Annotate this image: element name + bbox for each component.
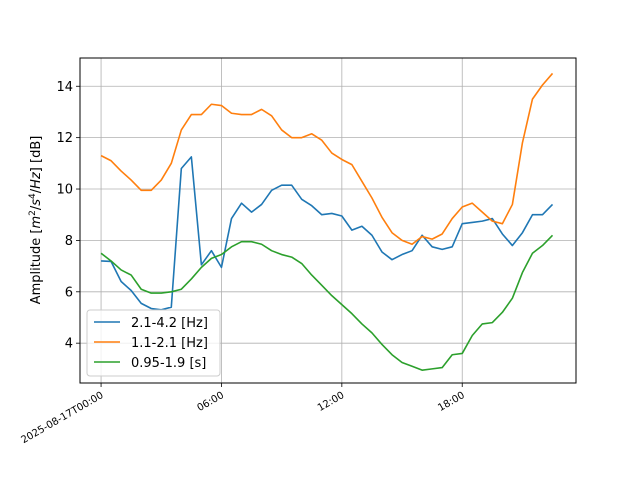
y-tick-label: 6	[65, 285, 73, 300]
y-axis-label: Amplitude [m2/s4/Hz] [dB]	[28, 136, 44, 305]
legend-label: 2.1-4.2 [Hz]	[131, 316, 208, 331]
y-axis: 4 6 8 10 12 14	[56, 80, 80, 352]
y-tick-label: 12	[56, 131, 73, 146]
legend: 2.1-4.2 [Hz] 1.1-2.1 [Hz] 0.95-1.9 [s]	[86, 309, 221, 377]
y-tick-label: 10	[56, 183, 73, 198]
x-tick-label: 18:00	[436, 390, 466, 414]
x-tick-label: 2025-08-17T00:00	[19, 390, 105, 446]
y-tick-label: 4	[65, 337, 73, 352]
series-line-1	[100, 72, 554, 246]
series-line-0	[101, 156, 554, 311]
series-lines	[100, 72, 554, 371]
legend-label: 0.95-1.9 [s]	[131, 356, 206, 371]
x-tick-label: 06:00	[195, 390, 225, 414]
y-tick-label: 14	[56, 80, 73, 95]
legend-label: 1.1-2.1 [Hz]	[131, 336, 208, 351]
legend-box	[86, 309, 221, 377]
series-line-2	[100, 234, 554, 371]
axes-frame	[79, 57, 577, 384]
x-tick-label: 12:00	[316, 390, 346, 414]
x-axis: 2025-08-17T00:00 06:00 12:00 18:00	[19, 383, 467, 446]
y-tick-label: 8	[65, 234, 73, 249]
